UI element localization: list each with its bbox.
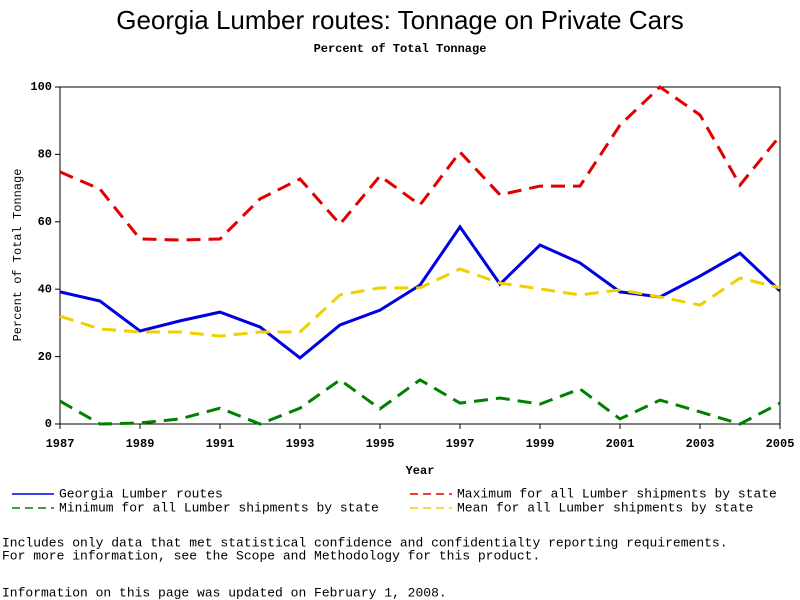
x-tick-label: 1999 xyxy=(526,437,555,451)
x-axis-label: Year xyxy=(406,464,435,478)
x-tick-label: 1993 xyxy=(286,437,315,451)
y-tick-label: 100 xyxy=(30,80,52,94)
legend-label: Mean for all Lumber shipments by state xyxy=(457,500,753,515)
x-tick-label: 1997 xyxy=(446,437,475,451)
x-tick-label: 1991 xyxy=(206,437,235,451)
x-tick-label: 1995 xyxy=(366,437,395,451)
series-line xyxy=(59,85,782,242)
x-tick-label: 1987 xyxy=(46,437,75,451)
series-line xyxy=(59,267,781,338)
footnote: Includes only data that met statistical … xyxy=(2,535,728,550)
legend-label: Georgia Lumber routes xyxy=(59,486,223,501)
x-tick-label: 2003 xyxy=(686,437,715,451)
legend-label: Minimum for all Lumber shipments by stat… xyxy=(59,500,379,515)
footnote: Information on this page was updated on … xyxy=(2,585,447,600)
series-line xyxy=(59,224,782,360)
x-tick-label: 2005 xyxy=(766,437,795,451)
y-tick-label: 60 xyxy=(38,215,52,229)
legend-label: Maximum for all Lumber shipments by stat… xyxy=(457,486,777,501)
y-tick-label: 80 xyxy=(38,148,52,162)
footnote: For more information, see the Scope and … xyxy=(2,548,540,563)
y-tick-label: 0 xyxy=(45,417,52,431)
x-tick-label: 2001 xyxy=(606,437,635,451)
y-tick-label: 40 xyxy=(38,282,52,296)
chart-subtitle: Percent of Total Tonnage xyxy=(314,42,487,56)
series-line xyxy=(59,378,781,426)
plot-frame xyxy=(59,86,781,425)
x-tick-label: 1989 xyxy=(126,437,155,451)
y-tick-label: 20 xyxy=(38,350,52,364)
y-axis-label: Percent of Total Tonnage xyxy=(11,169,25,342)
chart-title: Georgia Lumber routes: Tonnage on Privat… xyxy=(116,5,684,35)
